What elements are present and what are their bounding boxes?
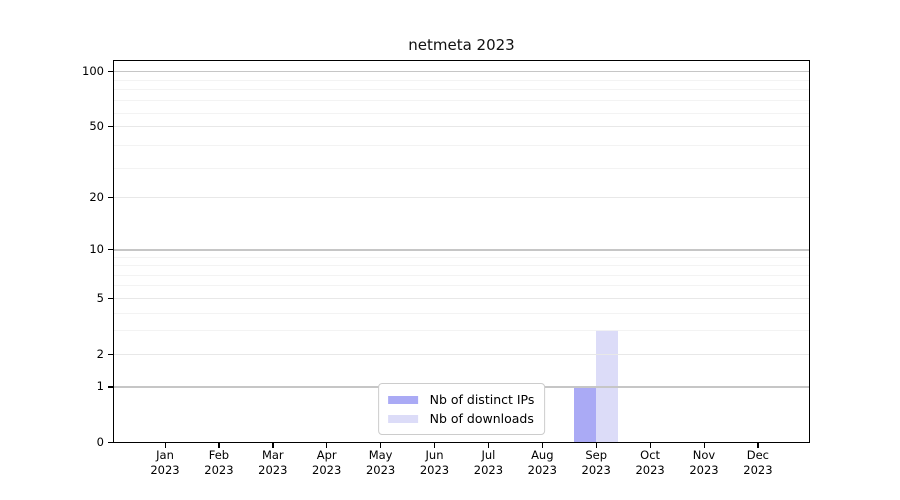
- y-gridline: [114, 125, 809, 127]
- legend-label-downloads: Nb of downloads: [429, 411, 534, 426]
- y-minor-gridline: [114, 89, 809, 91]
- x-tick-mark: [272, 442, 274, 448]
- legend-label-distinct-ips: Nb of distinct IPs: [429, 392, 535, 407]
- bar-downloads-sep: [596, 330, 619, 442]
- y-minor-gridline: [114, 274, 809, 276]
- y-tick-label: 5: [96, 290, 104, 305]
- y-tick-mark: [108, 70, 114, 73]
- x-tick-mark: [757, 442, 759, 448]
- y-minor-gridline: [114, 265, 809, 267]
- y-tick-label: 0: [96, 435, 104, 449]
- y-tick-label: 100: [82, 63, 104, 78]
- x-tick-label: Jul 2023: [473, 448, 504, 477]
- x-tick-mark: [703, 442, 705, 448]
- y-tick-label: 50: [89, 118, 104, 133]
- y-tick-mark: [108, 125, 114, 127]
- y-minor-gridline: [114, 80, 809, 82]
- x-tick-label: Mar 2023: [258, 448, 288, 477]
- x-tick-label: Jun 2023: [419, 448, 450, 477]
- y-minor-gridline: [114, 100, 809, 102]
- y-minor-gridline: [114, 330, 809, 332]
- y-gridline: [114, 353, 809, 355]
- legend: Nb of distinct IPs Nb of downloads: [377, 383, 546, 435]
- y-gridline: [114, 197, 809, 199]
- y-tick-mark: [108, 353, 114, 355]
- x-tick-mark: [487, 442, 490, 448]
- legend-swatch-downloads: [387, 414, 418, 423]
- x-tick-label: Apr 2023: [312, 448, 342, 477]
- x-tick-label: Sep 2023: [581, 448, 611, 477]
- x-tick-mark: [541, 442, 544, 448]
- x-tick-label: May 2023: [365, 448, 396, 477]
- y-tick-label: 20: [89, 190, 104, 205]
- y-tick-mark: [108, 386, 114, 388]
- y-minor-gridline: [114, 145, 809, 147]
- y-tick-label: 1: [96, 379, 104, 394]
- y-gridline: [114, 297, 809, 299]
- y-tick-mark: [108, 442, 114, 444]
- x-tick-mark: [649, 442, 651, 448]
- x-tick-mark: [380, 442, 382, 448]
- y-tick-label: 2: [96, 346, 104, 361]
- x-tick-mark: [164, 442, 166, 448]
- y-gridline: [114, 249, 809, 251]
- x-tick-label: Jan 2023: [150, 448, 180, 477]
- x-tick-mark: [218, 442, 220, 448]
- y-minor-gridline: [114, 285, 809, 287]
- y-tick-mark: [108, 249, 114, 251]
- y-minor-gridline: [114, 168, 809, 170]
- x-tick-label: Nov 2023: [689, 448, 719, 477]
- x-tick-label: Dec 2023: [743, 448, 773, 477]
- y-tick-mark: [108, 197, 114, 199]
- x-tick-mark: [595, 442, 597, 448]
- y-minor-gridline: [114, 256, 809, 258]
- legend-item-distinct-ips: Nb of distinct IPs: [387, 390, 535, 409]
- y-gridline: [114, 70, 809, 73]
- x-tick-mark: [434, 442, 436, 448]
- legend-swatch-distinct-ips: [387, 395, 418, 404]
- bar-distinct-ips-sep: [574, 386, 597, 442]
- legend-item-downloads: Nb of downloads: [387, 409, 535, 428]
- x-tick-label: Feb 2023: [204, 448, 234, 477]
- x-tick-mark: [326, 442, 328, 448]
- chart-title: netmeta 2023: [408, 36, 515, 54]
- plot-area: 0 1 2 5 10 20 50 100 Jan 2023 Feb 2023 Mar 2023 Apr…: [82, 60, 810, 477]
- y-minor-gridline: [114, 112, 809, 114]
- x-tick-label: Aug 2023: [527, 448, 557, 477]
- y-tick-mark: [108, 297, 114, 300]
- y-minor-gridline: [114, 312, 809, 314]
- y-tick-label: 10: [89, 242, 104, 257]
- x-tick-label: Oct 2023: [635, 448, 665, 477]
